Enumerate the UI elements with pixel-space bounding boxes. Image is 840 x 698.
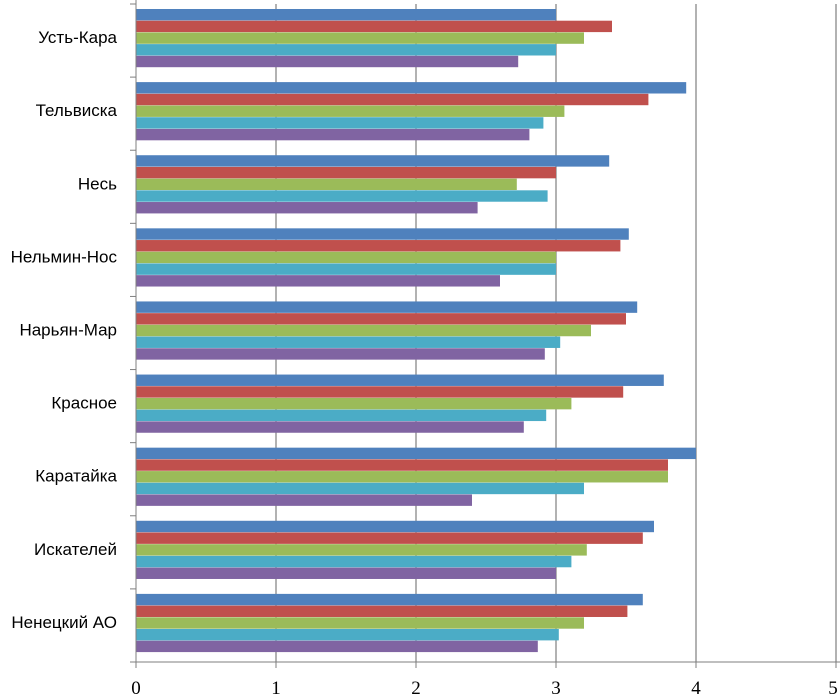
- bar: [136, 275, 500, 287]
- bar: [136, 555, 572, 568]
- bar: [136, 459, 668, 471]
- category-label: Каратайка: [35, 467, 117, 486]
- bar: [136, 128, 530, 141]
- x-tick-label: 4: [691, 678, 701, 698]
- bar: [136, 251, 556, 264]
- bar: [136, 9, 556, 21]
- bar: [136, 397, 572, 410]
- bar: [136, 336, 561, 348]
- category-label: Усть-Кара: [38, 28, 117, 47]
- bar: [136, 409, 547, 422]
- bar: [136, 301, 638, 313]
- bar: [136, 20, 612, 33]
- bar: [136, 374, 664, 386]
- bar-series-group: [136, 9, 696, 653]
- bar: [136, 532, 643, 544]
- bar: [136, 324, 591, 337]
- x-tick-label: 5: [828, 678, 838, 698]
- bar: [136, 117, 544, 129]
- category-label: Красное: [51, 394, 117, 413]
- bar: [136, 313, 626, 325]
- bar: [136, 32, 584, 44]
- bar: [136, 482, 584, 495]
- x-tick-label: 3: [551, 678, 561, 698]
- category-label: Несь: [78, 174, 117, 193]
- axes: [130, 0, 840, 668]
- category-labels: Усть-Кара Тельвиска Несь Нельмин-Нос Нарьян-…: [11, 28, 118, 632]
- bar: [136, 55, 519, 68]
- bar: [136, 105, 565, 117]
- x-tick-labels: 0 1 2 3 4 5: [131, 678, 838, 698]
- bar: [136, 190, 548, 202]
- bar: [136, 240, 621, 252]
- bar: [136, 202, 478, 214]
- bar: [136, 348, 545, 360]
- bar: [136, 178, 517, 191]
- category-label: Нарьян-Мар: [19, 320, 117, 339]
- bar: [136, 617, 584, 629]
- bar: [136, 155, 610, 167]
- bar: [136, 93, 649, 106]
- bar: [136, 628, 559, 641]
- bar: [136, 82, 687, 94]
- bar: [136, 471, 668, 483]
- category-label: Искателей: [34, 540, 117, 559]
- bar: [136, 494, 472, 506]
- bar: [136, 520, 654, 533]
- x-tick-label: 2: [411, 678, 421, 698]
- bar: [136, 640, 538, 653]
- category-label: Нельмин-Нос: [11, 247, 118, 266]
- bar: [136, 166, 556, 179]
- bar: [136, 605, 628, 617]
- x-tick-label: 0: [131, 678, 141, 698]
- bar: [136, 421, 524, 433]
- category-label: Тельвиска: [36, 101, 118, 120]
- bar: [136, 593, 643, 606]
- bar: [136, 263, 556, 275]
- bar: [136, 386, 624, 398]
- x-tick-label: 1: [271, 678, 281, 698]
- bar: [136, 447, 696, 460]
- category-label: Ненецкий АО: [11, 613, 117, 632]
- bar: [136, 228, 629, 240]
- bar: [136, 567, 556, 579]
- bar: [136, 44, 556, 56]
- bar: [136, 544, 587, 556]
